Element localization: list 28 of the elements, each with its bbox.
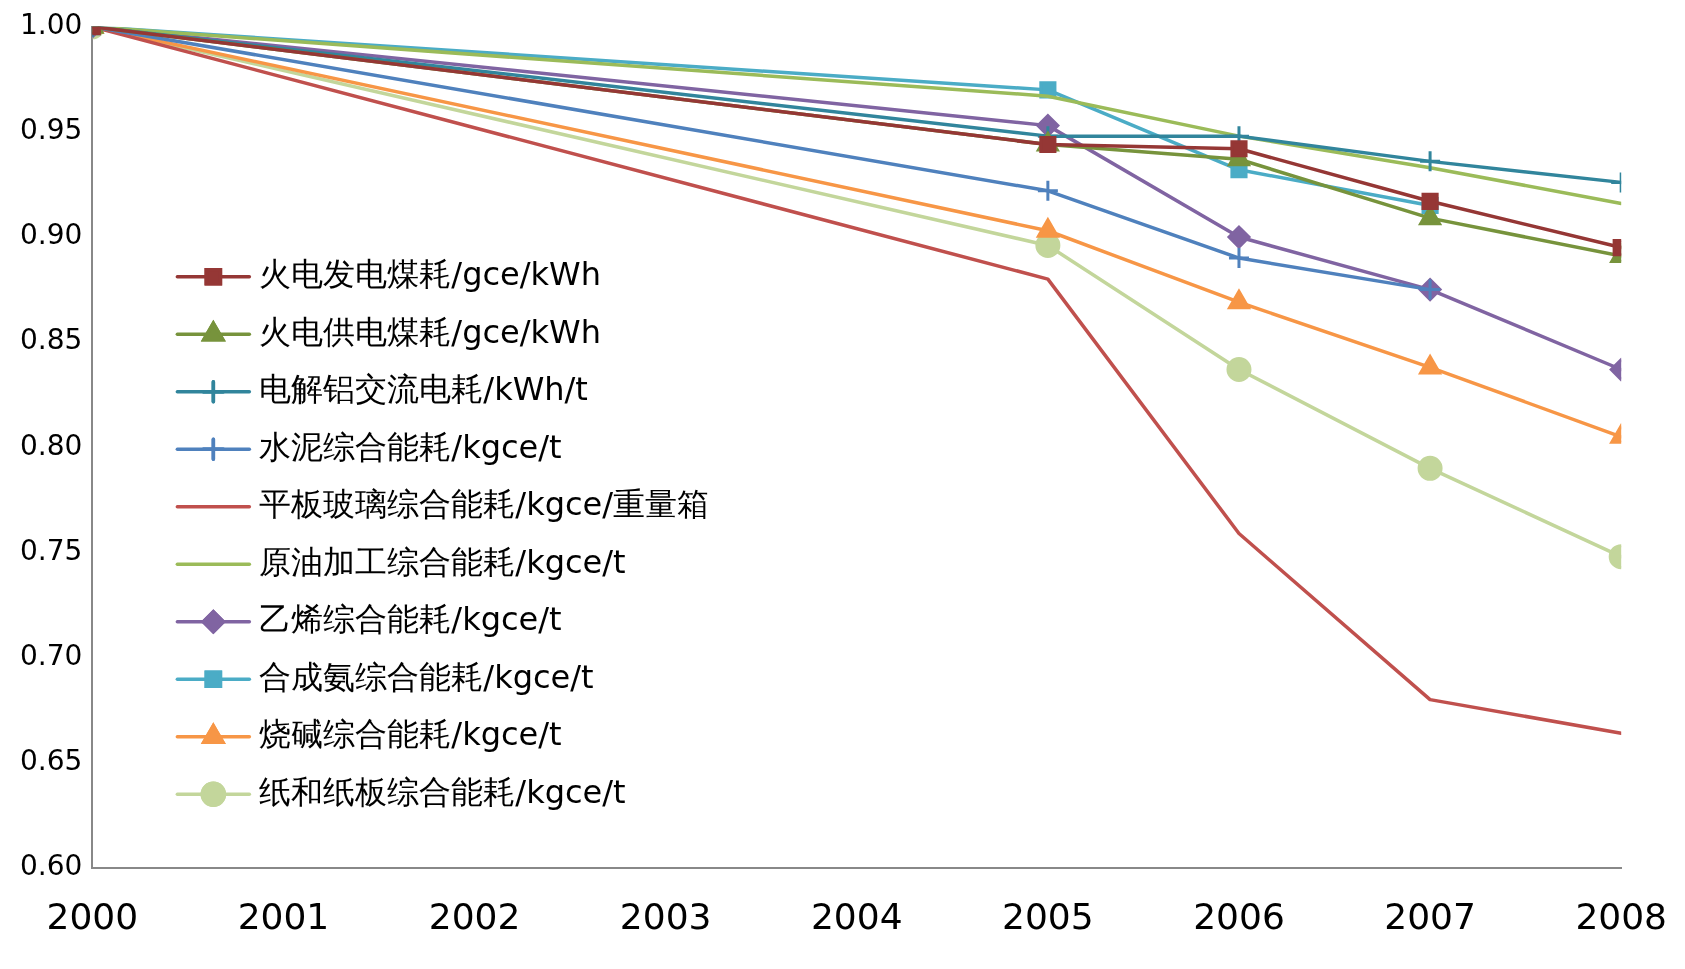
- x-tick-label: 2005: [1002, 895, 1094, 937]
- y-tick-label: 1.00: [20, 8, 83, 42]
- x-tick-label: 2006: [1193, 895, 1285, 937]
- y-tick-label: 0.95: [20, 113, 83, 147]
- y-tick-label: 0.85: [20, 323, 83, 357]
- legend-label: 火电供电煤耗/gce/kWh: [259, 312, 601, 351]
- x-tick-label: 2004: [810, 895, 903, 937]
- y-tick-label: 0.75: [20, 533, 83, 567]
- x-tick-label: 2000: [46, 895, 139, 937]
- y-tick-label: 0.90: [20, 218, 83, 252]
- y-tick-label: 0.65: [20, 743, 83, 777]
- x-tick-label: 2007: [1384, 895, 1476, 937]
- legend-label: 平板玻璃综合能耗/kgce/重量箱: [259, 485, 710, 524]
- legend-label: 水泥综合能耗/kgce/t: [259, 427, 562, 466]
- y-tick-label: 0.60: [20, 849, 83, 883]
- x-tick-label: 2003: [619, 895, 712, 937]
- legend-label: 合成氨综合能耗/kgce/t: [259, 657, 594, 696]
- y-tick-label: 0.70: [20, 638, 83, 672]
- y-tick-label: 0.80: [20, 428, 83, 462]
- x-tick-label: 2002: [428, 895, 521, 937]
- legend-label: 乙烯综合能耗/kgce/t: [259, 600, 562, 639]
- legend-label: 纸和纸板综合能耗/kgce/t: [259, 772, 626, 811]
- legend-label: 火电发电煤耗/gce/kWh: [259, 255, 601, 294]
- legend-label: 原油加工综合能耗/kgce/t: [259, 542, 626, 581]
- legend-label: 电解铝交流电耗/kWh/t: [259, 370, 588, 409]
- legend-label: 烧碱综合能耗/kgce/t: [259, 715, 562, 754]
- x-tick-label: 2001: [237, 895, 330, 937]
- x-tick-label: 2008: [1575, 895, 1667, 937]
